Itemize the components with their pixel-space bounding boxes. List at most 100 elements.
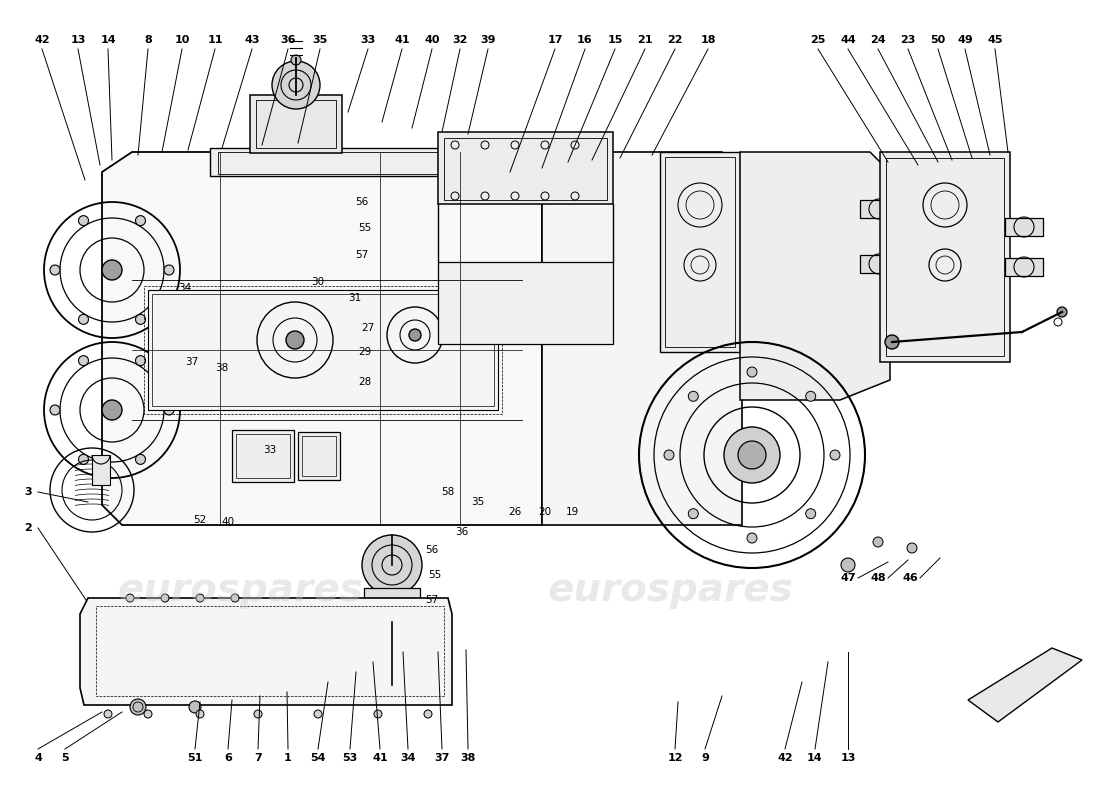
Text: 8: 8 bbox=[144, 35, 152, 45]
Circle shape bbox=[189, 701, 201, 713]
Polygon shape bbox=[968, 648, 1082, 722]
Text: 6: 6 bbox=[224, 753, 232, 763]
Text: 57: 57 bbox=[355, 250, 368, 260]
Text: 17: 17 bbox=[548, 35, 563, 45]
Bar bbox=[886, 158, 1004, 356]
Text: eurospares: eurospares bbox=[547, 571, 793, 609]
Text: 43: 43 bbox=[244, 35, 260, 45]
Text: 40: 40 bbox=[221, 517, 234, 527]
Text: 12: 12 bbox=[668, 753, 683, 763]
Circle shape bbox=[314, 710, 322, 718]
Circle shape bbox=[747, 533, 757, 543]
Bar bbox=[148, 290, 498, 410]
Text: 27: 27 bbox=[362, 323, 375, 333]
Text: 13: 13 bbox=[840, 753, 856, 763]
Circle shape bbox=[78, 314, 88, 324]
Bar bbox=[1005, 218, 1043, 236]
Bar bbox=[210, 148, 480, 176]
Text: 36: 36 bbox=[280, 35, 296, 45]
Text: eurospares: eurospares bbox=[117, 571, 363, 609]
Bar bbox=[880, 152, 1010, 362]
Bar bbox=[438, 262, 613, 344]
Circle shape bbox=[374, 710, 382, 718]
Text: 36: 36 bbox=[455, 527, 469, 537]
Text: 32: 32 bbox=[452, 35, 468, 45]
Circle shape bbox=[135, 216, 145, 226]
Text: 33: 33 bbox=[263, 445, 276, 455]
Text: 54: 54 bbox=[310, 753, 326, 763]
Text: 30: 30 bbox=[311, 277, 324, 287]
Bar bbox=[250, 95, 342, 153]
Circle shape bbox=[886, 335, 899, 349]
Circle shape bbox=[689, 391, 698, 402]
Polygon shape bbox=[522, 152, 743, 525]
Circle shape bbox=[135, 356, 145, 366]
Bar bbox=[358, 612, 427, 624]
Bar bbox=[236, 434, 290, 478]
Text: 3: 3 bbox=[24, 487, 32, 497]
Text: 35: 35 bbox=[472, 497, 485, 507]
Text: 16: 16 bbox=[578, 35, 593, 45]
Circle shape bbox=[362, 535, 422, 595]
Text: 51: 51 bbox=[187, 753, 202, 763]
Circle shape bbox=[161, 594, 169, 602]
Circle shape bbox=[102, 400, 122, 420]
Text: 28: 28 bbox=[359, 377, 372, 387]
Text: 2: 2 bbox=[24, 523, 32, 533]
Bar bbox=[302, 436, 336, 476]
Circle shape bbox=[409, 329, 421, 341]
Text: 13: 13 bbox=[70, 35, 86, 45]
Text: 29: 29 bbox=[359, 347, 372, 357]
Text: 20: 20 bbox=[538, 507, 551, 517]
Circle shape bbox=[104, 710, 112, 718]
Circle shape bbox=[144, 710, 152, 718]
Text: 14: 14 bbox=[807, 753, 823, 763]
Text: 50: 50 bbox=[931, 35, 946, 45]
Bar bbox=[1005, 258, 1043, 276]
Text: 9: 9 bbox=[701, 753, 708, 763]
Circle shape bbox=[830, 450, 840, 460]
Bar bbox=[232, 430, 294, 482]
Bar bbox=[96, 606, 444, 696]
Bar bbox=[218, 152, 472, 174]
Circle shape bbox=[102, 260, 122, 280]
Text: 47: 47 bbox=[840, 573, 856, 583]
Bar bbox=[660, 152, 740, 352]
Polygon shape bbox=[80, 598, 452, 705]
Circle shape bbox=[805, 391, 816, 402]
Circle shape bbox=[424, 710, 432, 718]
Circle shape bbox=[1057, 307, 1067, 317]
Text: 56: 56 bbox=[426, 545, 439, 555]
Text: 5: 5 bbox=[62, 753, 69, 763]
Text: 38: 38 bbox=[460, 753, 475, 763]
Circle shape bbox=[386, 680, 398, 692]
Circle shape bbox=[664, 450, 674, 460]
Text: 42: 42 bbox=[778, 753, 793, 763]
Circle shape bbox=[286, 331, 304, 349]
Circle shape bbox=[842, 558, 855, 572]
Bar bbox=[364, 588, 420, 614]
Text: 26: 26 bbox=[508, 507, 521, 517]
Bar bbox=[92, 455, 110, 485]
Circle shape bbox=[164, 405, 174, 415]
Circle shape bbox=[689, 509, 698, 518]
Circle shape bbox=[135, 314, 145, 324]
Text: 38: 38 bbox=[216, 363, 229, 373]
Text: 41: 41 bbox=[394, 35, 410, 45]
Bar bbox=[152, 294, 494, 406]
Text: 56: 56 bbox=[355, 197, 368, 207]
Bar bbox=[438, 132, 613, 204]
Circle shape bbox=[292, 55, 301, 65]
Text: 49: 49 bbox=[957, 35, 972, 45]
Text: 34: 34 bbox=[400, 753, 416, 763]
Text: 21: 21 bbox=[637, 35, 652, 45]
Text: 39: 39 bbox=[481, 35, 496, 45]
Text: 15: 15 bbox=[607, 35, 623, 45]
Text: 55: 55 bbox=[359, 223, 372, 233]
Text: 48: 48 bbox=[870, 573, 886, 583]
Text: 41: 41 bbox=[372, 753, 388, 763]
Text: 57: 57 bbox=[426, 595, 439, 605]
Circle shape bbox=[126, 594, 134, 602]
Circle shape bbox=[908, 543, 917, 553]
Polygon shape bbox=[740, 152, 890, 400]
